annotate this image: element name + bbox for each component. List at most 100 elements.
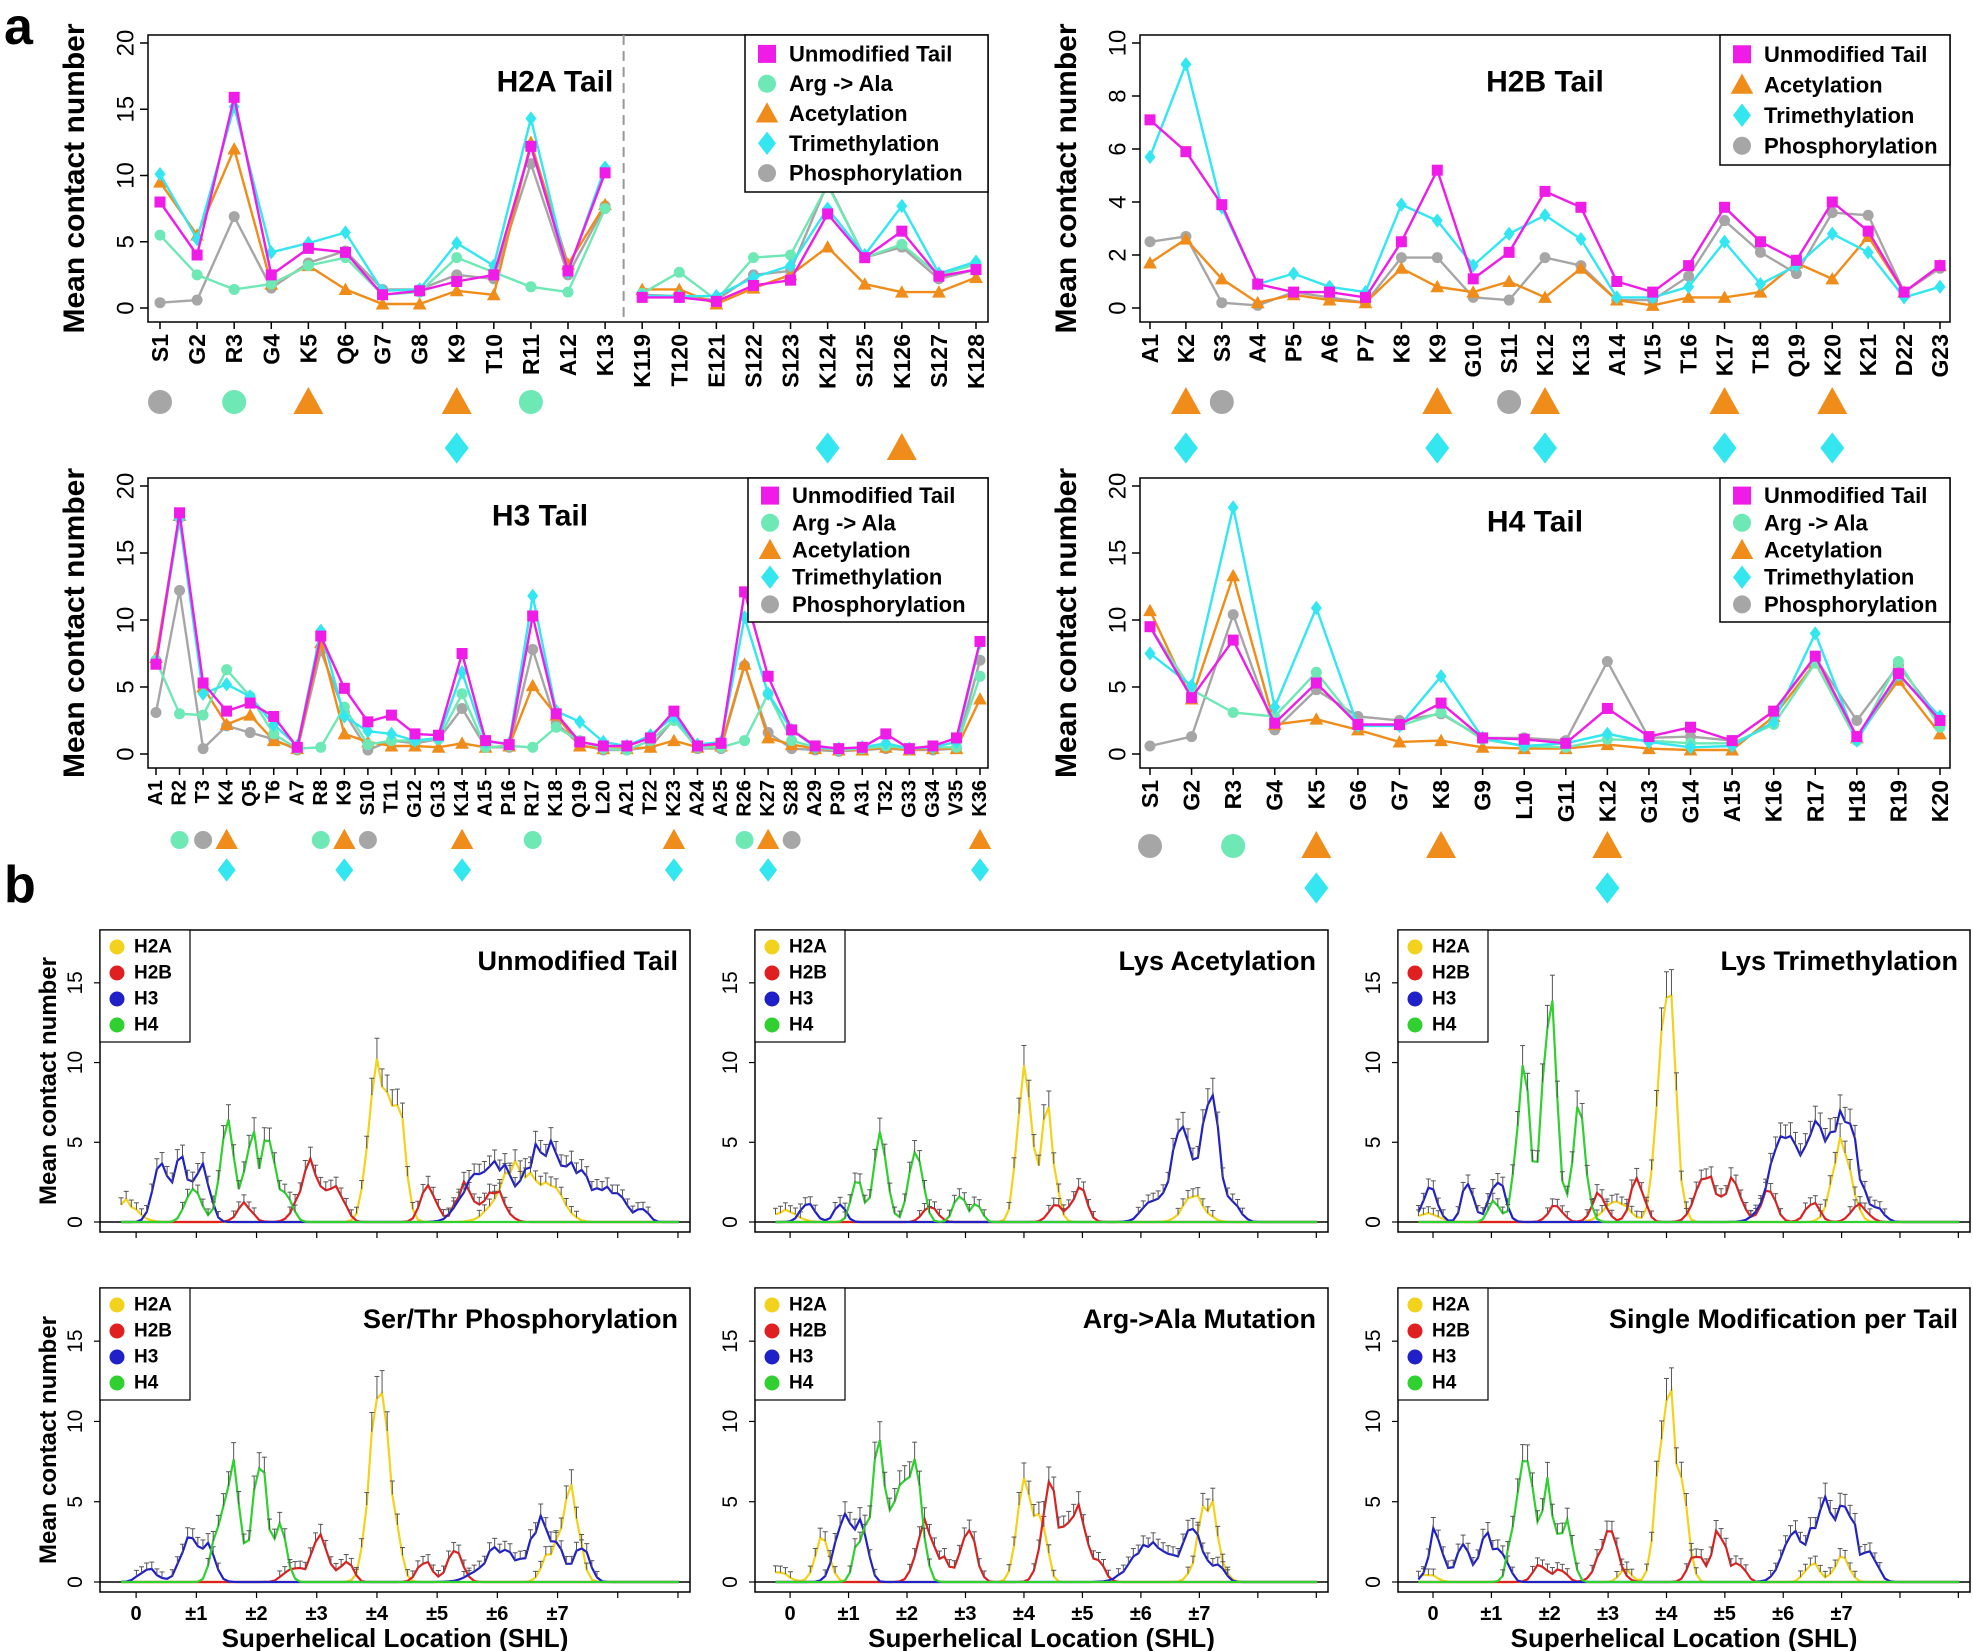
data-point-acetylation <box>1434 733 1448 747</box>
y-tick-label: 0 <box>1105 747 1132 760</box>
data-point-unmodified <box>739 586 751 598</box>
chart-title: H4 Tail <box>1487 506 1583 539</box>
data-point-unmodified <box>859 252 871 264</box>
data-point-unmodified <box>785 274 797 286</box>
data-point-unmodified <box>1726 735 1738 747</box>
data-point-unmodified <box>574 736 586 748</box>
data-point-acetylation <box>412 297 427 310</box>
legend-label: Trimethylation <box>789 131 939 156</box>
legend-label: H4 <box>134 1015 159 1036</box>
x-tick-label: ±6 <box>1772 1603 1794 1625</box>
x-tick-label: K13 <box>592 334 618 376</box>
x-tick-label: S3 <box>1209 334 1235 362</box>
data-point-phosphorylation <box>191 294 203 306</box>
data-point-arg_ala <box>1310 666 1322 678</box>
data-point-acetylation <box>1538 290 1552 303</box>
data-point-unmodified <box>221 705 233 717</box>
legend-label: H2A <box>1432 1295 1470 1316</box>
x-tick-label: S10 <box>357 780 379 816</box>
series-line-H4 <box>1418 1459 1960 1584</box>
data-point-arg_ala <box>221 664 233 676</box>
x-tick-label: K5 <box>1303 780 1329 810</box>
series-line-H4 <box>1418 1000 1960 1224</box>
x-tick-label: A31 <box>851 780 873 817</box>
legend-marker-acetylation <box>1730 73 1754 94</box>
legend-label: Arg -> Ala <box>792 510 896 535</box>
data-point-phosphorylation <box>1503 294 1515 306</box>
data-point-arg_ala <box>1227 706 1239 718</box>
data-point-unmodified <box>1227 634 1239 646</box>
site-marker-phosphorylation <box>194 831 213 849</box>
x-tick-label: K13 <box>1568 334 1594 376</box>
data-point-unmodified <box>747 279 759 291</box>
data-point-trimethylation <box>1862 245 1874 260</box>
legend-label: H2B <box>789 963 827 984</box>
y-tick-label: 0 <box>1362 1216 1385 1228</box>
x-tick-label: G23 <box>1927 334 1953 377</box>
data-point-arg_ala <box>550 721 562 733</box>
x-tick-label: S11 <box>1496 334 1522 374</box>
legend-marker-unmodified <box>758 44 776 63</box>
x-tick-label: K128 <box>963 334 989 389</box>
plot-frame <box>1139 477 1951 769</box>
site-marker-acetylation <box>293 387 324 414</box>
data-point-phosphorylation <box>1826 207 1838 219</box>
data-point-unmodified <box>1809 650 1821 662</box>
data-point-trimethylation <box>1269 699 1281 715</box>
data-point-arg_ala <box>974 670 986 682</box>
data-point-acetylation <box>672 282 687 295</box>
site-marker-trimethylation <box>1533 432 1557 464</box>
site-marker-arg-ala <box>735 831 754 849</box>
legend-marker-H4 <box>764 1375 780 1391</box>
data-point-arg_ala <box>786 735 798 747</box>
data-point-arg_ala <box>1435 706 1447 718</box>
x-tick-label: ±7 <box>1188 1603 1210 1625</box>
data-point-unmodified <box>1601 702 1613 714</box>
x-tick-label: A29 <box>804 780 826 817</box>
chart-title: Single Modification per Tail <box>1609 1304 1958 1334</box>
data-point-unmodified <box>1826 196 1838 208</box>
data-point-unmodified <box>1683 260 1695 272</box>
data-point-trimethylation <box>896 198 908 214</box>
x-tick-label: K9 <box>1424 334 1450 363</box>
series-line-H4 <box>775 1131 1318 1224</box>
data-point-phosphorylation <box>1862 209 1874 221</box>
legend-marker-H3 <box>109 1349 125 1365</box>
y-tick-label: 15 <box>719 1329 742 1352</box>
x-tick-label: R19 <box>1885 780 1911 822</box>
x-tick-label: Q19 <box>569 780 591 818</box>
site-marker-acetylation <box>441 387 472 414</box>
data-point-unmodified <box>636 291 648 303</box>
x-tick-label: L10 <box>1511 780 1537 820</box>
data-point-unmodified <box>1647 286 1659 298</box>
x-tick-label: ±1 <box>1480 1603 1502 1625</box>
data-point-unmodified <box>1288 286 1300 298</box>
x-tick-label: A4 <box>1245 334 1271 364</box>
x-tick-label: G7 <box>1386 780 1412 811</box>
site-marker-acetylation <box>215 828 238 849</box>
site-marker-trimethylation <box>217 858 236 882</box>
legend-marker-H4 <box>109 1375 125 1391</box>
data-point-phosphorylation <box>1754 246 1766 258</box>
x-tick-label: T120 <box>666 334 692 386</box>
legend-marker-acetylation <box>1730 538 1754 559</box>
data-point-acetylation <box>486 287 501 301</box>
data-point-arg_ala <box>154 229 166 241</box>
legend-box <box>1719 34 1951 166</box>
chart-1: 0 5 10 15 20 Mean contact number S1 G2 R3 G4 K5 Q6 G… <box>58 23 989 464</box>
legend-label: H2A <box>789 937 827 958</box>
data-point-acetylation <box>1475 740 1490 753</box>
y-tick-label: 5 <box>719 1496 742 1508</box>
site-marker-arg-ala <box>518 390 543 414</box>
data-point-acetylation <box>894 285 909 298</box>
x-tick-label: K20 <box>1819 334 1845 376</box>
x-tick-label: ±5 <box>1071 1603 1093 1625</box>
y-tick-label: 5 <box>1362 1496 1385 1508</box>
data-point-arg_ala <box>191 269 203 281</box>
x-tick-label: ±3 <box>1597 1603 1619 1625</box>
data-point-unmodified <box>1754 236 1766 248</box>
plot-frame <box>99 1287 691 1593</box>
x-tick-label: P5 <box>1281 334 1307 362</box>
x-tick-label: G2 <box>1179 780 1205 811</box>
